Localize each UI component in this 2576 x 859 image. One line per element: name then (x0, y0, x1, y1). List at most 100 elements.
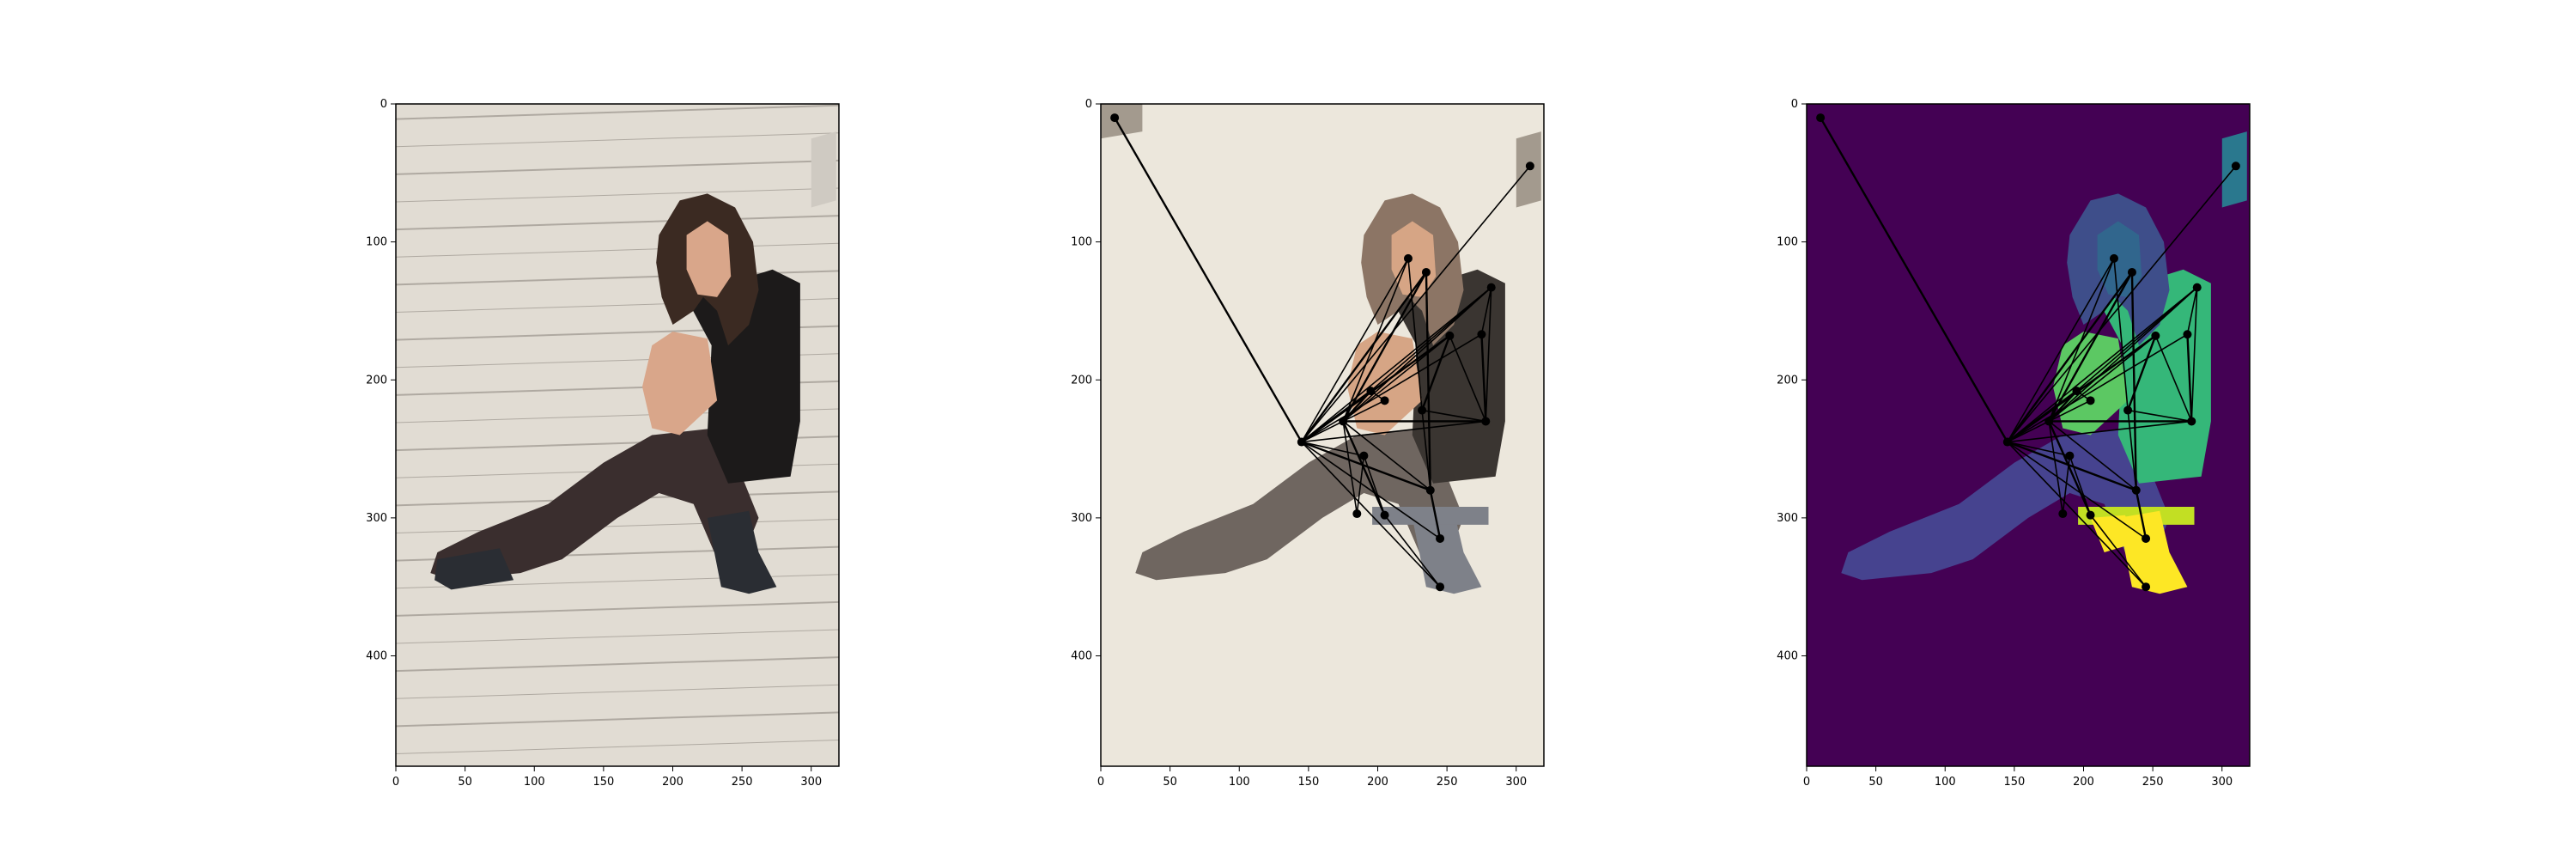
x-tick-label: 50 (1868, 776, 1883, 789)
railing (811, 131, 836, 208)
y-tick-label: 200 (366, 374, 387, 387)
graph-node (1525, 161, 1534, 171)
left-boot (434, 548, 514, 590)
graph-edge (1449, 335, 1487, 422)
graph-node (1403, 253, 1413, 263)
graph-node (1418, 405, 1427, 415)
graph-node (1481, 417, 1491, 426)
graph-node (1477, 330, 1486, 339)
graph-edge (1301, 390, 1372, 443)
x-tick-label: 150 (592, 776, 614, 789)
y-tick-label: 0 (1791, 98, 1798, 111)
graph-edge (2048, 390, 2078, 423)
x-tick-label: 100 (1935, 776, 1956, 789)
graph-edge (2186, 334, 2193, 422)
graph-edge (2075, 287, 2198, 392)
graph-node (1110, 113, 1120, 123)
graph-edge (2048, 421, 2064, 515)
stair-edge (396, 518, 839, 534)
right-boot (707, 510, 777, 594)
x-tick-label: 200 (1367, 776, 1388, 789)
graph-edge (2048, 335, 2156, 423)
y-tick-label: 200 (1777, 374, 1798, 387)
x-tick-label: 250 (2142, 776, 2164, 789)
graph-node (2002, 437, 2012, 447)
graph-edge (2007, 165, 2237, 443)
graph-edge (2007, 390, 2078, 443)
graph-edge (2190, 287, 2198, 422)
graph-edge (1420, 335, 1451, 411)
graph-edge (1301, 441, 1441, 588)
graph-edge (2062, 455, 2071, 515)
graph-edge (1383, 515, 1441, 588)
graph-edge (2007, 441, 2147, 588)
segmentation-panel: 0 50 100 150 200 250 300 0 100 200 300 400 (1071, 98, 1545, 789)
x-tick-label: 0 (392, 776, 399, 789)
graph-node (2044, 417, 2054, 426)
mask-face (2097, 221, 2142, 297)
x-tick-label: 0 (1097, 776, 1104, 789)
segment-corner (1101, 104, 1143, 139)
x-tick-label: 200 (662, 776, 683, 789)
graph-edge (1363, 455, 1386, 515)
stair-edge (396, 739, 839, 755)
graph-edge (1421, 409, 1486, 423)
segment-dress (1394, 269, 1505, 484)
graph-edge (2113, 258, 2129, 411)
graph-edge (1301, 165, 1531, 443)
graph-node (2058, 509, 2068, 519)
graph-edge (2007, 420, 2192, 443)
graph-edge (1820, 117, 2008, 443)
panel-frame (395, 103, 840, 767)
graph-edge (1342, 420, 1431, 491)
graph-node (1486, 283, 1496, 292)
mask-panel-image (1807, 104, 2250, 766)
x-tick-label: 200 (2073, 776, 2094, 789)
graph-edge (2007, 441, 2137, 491)
graph-node (2142, 582, 2151, 592)
graph-node (1366, 387, 1376, 396)
graph-node (1380, 510, 1389, 520)
graph-edge (1342, 420, 1386, 516)
graph-edge (2186, 287, 2198, 335)
graph-edge (2135, 490, 2148, 539)
graph-edge (1301, 420, 1486, 443)
stair-edge (396, 600, 839, 617)
dress (689, 269, 800, 484)
graph-node (1339, 417, 1348, 426)
face (686, 221, 732, 297)
graph-node (2183, 330, 2192, 339)
graph-edge (1300, 271, 1427, 443)
graph-edge (1485, 287, 1492, 422)
graph-edge (1407, 258, 1423, 411)
graph-node (2127, 267, 2136, 277)
y-tick-label: 100 (1777, 236, 1798, 249)
graph-edge (2048, 258, 2115, 422)
graph-node (1445, 331, 1455, 340)
stair-edge (396, 629, 839, 644)
x-tick-label: 300 (800, 776, 822, 789)
graph-edge (1301, 441, 1431, 491)
stair-edge (396, 132, 839, 148)
graph-edge (2007, 441, 2070, 457)
stair-edge (396, 242, 839, 258)
y-tick-label: 0 (1085, 98, 1092, 111)
graph-edge (2089, 515, 2147, 588)
y-tick-label: 400 (1071, 650, 1092, 663)
x-tick-label: 100 (1229, 776, 1250, 789)
graph-edge (2154, 335, 2193, 422)
mask-legs (1841, 428, 2170, 581)
graph-node (2142, 533, 2151, 543)
graph-edge (1429, 490, 1442, 539)
y-tick-label: 100 (366, 236, 387, 249)
graph-node (2151, 331, 2160, 340)
graph-edge (2048, 420, 2092, 516)
graph-edge (1342, 335, 1450, 423)
graph-node (2072, 387, 2081, 396)
graph-edge (2127, 409, 2192, 423)
graph-edge (2048, 420, 2137, 491)
stair-edge (396, 187, 839, 203)
graph-node (2187, 417, 2196, 426)
x-tick-label: 100 (524, 776, 545, 789)
